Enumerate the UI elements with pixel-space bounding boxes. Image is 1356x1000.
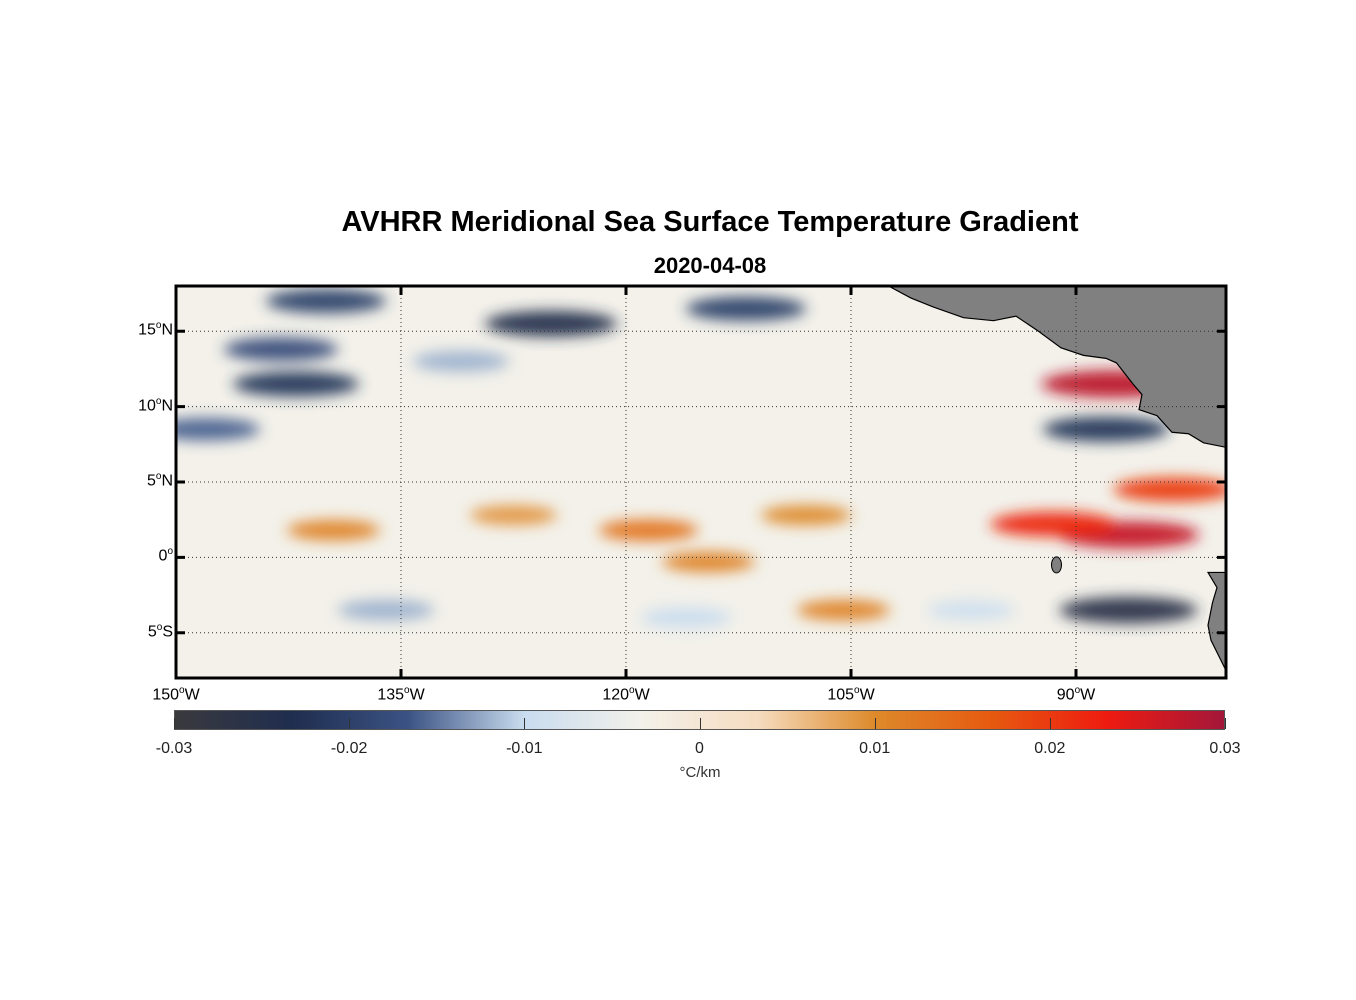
colorbar-tick [700,718,701,729]
chart-title: AVHRR Meridional Sea Surface Temperature… [341,206,1079,238]
colorbar-unit: °C/km [679,764,721,781]
lon-tick-label: 150oW [152,685,200,704]
gradient-feature-9 [797,599,890,621]
gradient-feature-10 [1059,596,1198,624]
lat-tick-label: 0o [158,546,173,565]
gradient-feature-17 [176,418,260,441]
lat-tick-label: 15oN [138,320,173,339]
lat-tick-label: 5oS [147,621,173,641]
gradient-feature-11 [1043,416,1169,442]
gradient-feature-14 [233,371,359,397]
colorbar-tick [174,718,175,729]
colorbar-tick-label: -0.01 [506,740,543,757]
gradient-feature-6 [470,505,557,525]
gradient-feature-4 [599,519,698,541]
colorbar-tick-label: -0.02 [330,740,368,757]
lon-tick-label: 90oW [1056,685,1096,704]
gradient-feature-2 [990,511,1117,537]
gradient-feature-20 [641,607,731,628]
gradient-feature-5 [287,520,380,541]
gradient-feature-21 [927,600,1015,620]
lat-tick-label: 5oN [146,471,173,490]
land-polygon-0 [888,286,1226,448]
colorbar-tick-label: 0.02 [1034,740,1066,757]
lat-tick-label: 10oN [138,395,173,414]
colorbar-tick-label: 0.01 [859,740,891,757]
galapagos-island [1051,556,1062,574]
gradient-feature-15 [224,337,338,361]
colorbar-tick-label: -0.03 [155,740,193,757]
colorbar-tick [349,718,350,729]
land-polygon-1 [1206,571,1226,678]
gradient-feature-18 [413,350,509,372]
colorbar-tick-label: 0 [695,740,704,757]
colorbar-tick-label: 0.03 [1209,740,1241,757]
land-mask [888,286,1226,678]
gradient-feature-12 [485,310,617,337]
colorbar-tick [1225,718,1226,729]
colorbar-tick [875,718,876,729]
gradient-feature-7 [761,505,851,526]
gradient-feature-16 [686,296,806,321]
lon-tick-label: 135oW [377,685,425,704]
colorbar-tick [1050,718,1051,729]
gradient-feature-3 [1113,477,1226,502]
colorbar-tick [524,718,525,729]
gradient-feature-8 [662,551,755,573]
lon-tick-label: 120oW [602,685,650,704]
lon-tick-label: 105oW [827,685,875,704]
gradient-feature-13 [266,289,386,314]
gradient-feature-19 [338,599,434,621]
chart-subtitle: 2020-04-08 [653,253,767,278]
